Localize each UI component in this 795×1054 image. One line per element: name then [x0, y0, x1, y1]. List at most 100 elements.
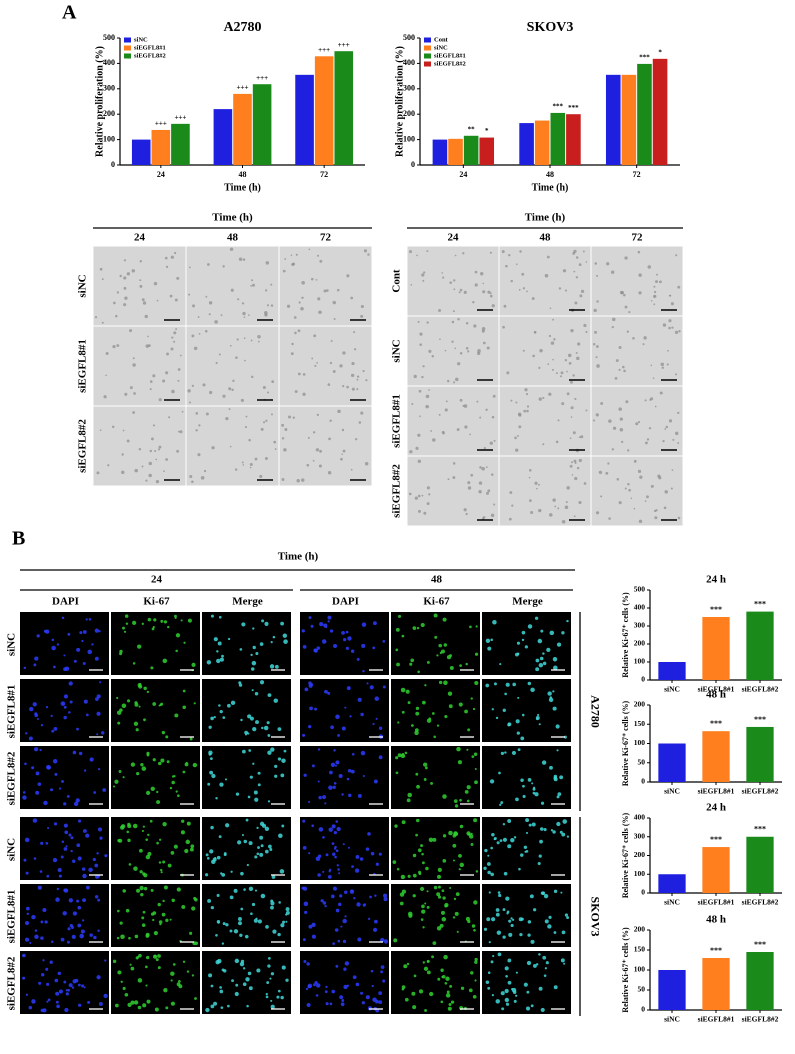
- cell: [555, 440, 559, 444]
- nucleus: [365, 847, 370, 851]
- cell: [122, 429, 125, 432]
- cell: [270, 304, 274, 307]
- nucleus: [527, 920, 532, 924]
- nucleus: [85, 833, 90, 838]
- nucleus: [526, 990, 530, 994]
- cell: [211, 446, 215, 450]
- nucleus: [564, 913, 569, 917]
- cell: [575, 352, 578, 354]
- cell: [452, 462, 456, 465]
- nucleus: [523, 845, 528, 850]
- nucleus: [46, 1000, 49, 1003]
- nucleus: [267, 800, 271, 803]
- cell: [350, 373, 355, 378]
- nucleus: [83, 986, 86, 989]
- cell: [327, 383, 331, 386]
- nucleus: [152, 918, 155, 922]
- nucleus: [62, 911, 67, 916]
- nucleus: [158, 704, 161, 707]
- nucleus: [449, 886, 452, 890]
- nucleus: [50, 788, 54, 792]
- nucleus: [78, 819, 82, 823]
- nucleus: [242, 749, 246, 754]
- legend-swatch: [124, 45, 131, 51]
- nucleus: [274, 764, 278, 768]
- significance-label: +++: [318, 46, 330, 54]
- nucleus: [487, 870, 491, 875]
- nucleus: [94, 628, 99, 633]
- cell: [515, 263, 518, 266]
- cell: [133, 392, 136, 395]
- nucleus: [418, 989, 424, 994]
- nucleus: [522, 794, 526, 799]
- micrograph: [185, 405, 280, 487]
- nucleus: [500, 801, 504, 804]
- nucleus: [104, 854, 108, 858]
- cell: [191, 384, 194, 387]
- cell: [198, 424, 201, 427]
- nucleus: [51, 638, 55, 642]
- nucleus: [566, 835, 570, 838]
- nucleus: [281, 758, 286, 763]
- nucleus: [85, 713, 89, 717]
- cell: [417, 433, 421, 437]
- nucleus: [324, 904, 327, 908]
- cell: [421, 273, 425, 277]
- cell: [428, 389, 430, 391]
- nucleus: [163, 620, 168, 624]
- nucleus: [79, 933, 84, 939]
- cell: [491, 304, 495, 308]
- cell: [611, 448, 614, 451]
- cell: [517, 434, 519, 437]
- nucleus: [527, 933, 531, 937]
- nucleus: [219, 710, 223, 714]
- nucleus: [443, 643, 447, 647]
- cell: [607, 462, 610, 465]
- cell: [638, 519, 643, 524]
- x-tick-label: siEGFL8#1: [698, 685, 735, 694]
- nucleus: [45, 967, 49, 971]
- cell: [314, 364, 317, 368]
- nucleus: [278, 901, 281, 904]
- cell: [132, 357, 135, 360]
- nucleus: [361, 622, 367, 627]
- cell: [637, 420, 641, 424]
- cell: [594, 262, 598, 265]
- nucleus: [324, 689, 328, 694]
- cell: [266, 391, 269, 394]
- nucleus: [339, 995, 344, 1000]
- cell: [483, 447, 486, 450]
- nucleus: [167, 863, 172, 868]
- cell: [473, 324, 477, 328]
- cell: [342, 449, 346, 453]
- nucleus: [145, 790, 151, 795]
- cell: [312, 431, 316, 434]
- cell: [422, 365, 425, 368]
- y-tick-label: 500: [634, 585, 646, 594]
- nucleus: [370, 969, 374, 973]
- nucleus: [41, 973, 45, 977]
- nucleus: [487, 986, 491, 990]
- cell: [193, 346, 198, 351]
- nucleus: [276, 995, 280, 999]
- nucleus: [218, 615, 222, 619]
- nucleus: [206, 660, 212, 665]
- cell: [232, 379, 235, 383]
- cell: [485, 491, 490, 495]
- nucleus: [31, 914, 36, 920]
- cell: [578, 263, 582, 267]
- nucleus: [535, 963, 539, 966]
- nucleus: [122, 626, 125, 630]
- row-label: siEGFL8#2: [391, 464, 403, 518]
- nucleus: [335, 964, 339, 968]
- nucleus: [445, 993, 451, 998]
- cell: [489, 294, 493, 298]
- nucleus: [543, 893, 549, 899]
- nucleus: [524, 645, 528, 649]
- cell: [624, 305, 628, 309]
- cell: [646, 438, 650, 441]
- cell: [189, 266, 191, 269]
- nucleus: [459, 798, 462, 802]
- micrograph: [20, 746, 109, 809]
- nucleus: [240, 907, 244, 911]
